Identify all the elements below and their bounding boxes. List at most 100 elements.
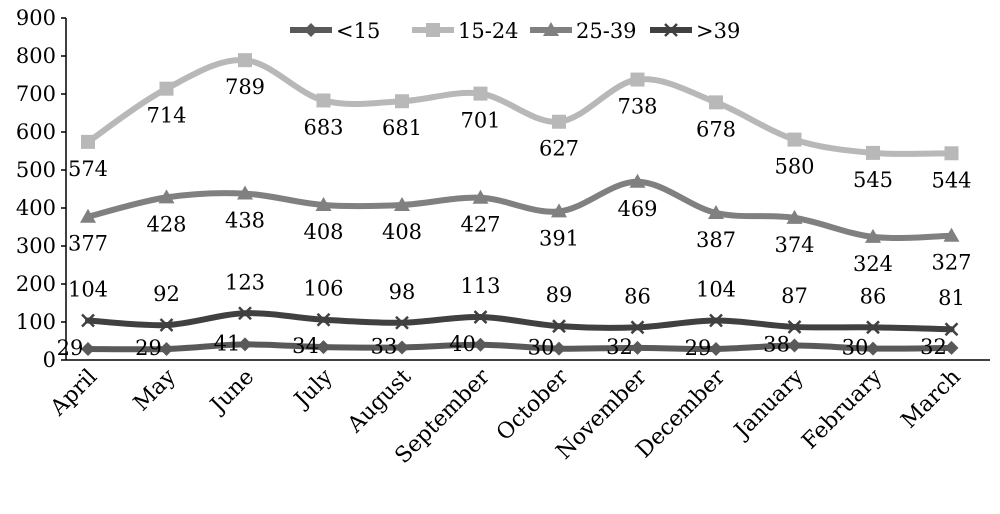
data-label-gt39: 104	[696, 277, 736, 301]
data-label-lt15: 33	[371, 334, 398, 358]
data-point-15-24	[630, 72, 645, 87]
data-point-gt39	[159, 318, 174, 332]
x-tick-label: October	[492, 364, 574, 446]
data-point-25-39	[80, 208, 96, 223]
x-tick-label: July	[289, 364, 339, 414]
x-tick-label: August	[342, 364, 416, 438]
y-tick-label: 200	[16, 272, 56, 296]
x-tick-label: February	[797, 364, 887, 454]
data-point-lt15	[630, 340, 645, 355]
data-point-gt39	[395, 315, 409, 330]
data-point-25-39	[551, 203, 567, 218]
data-label-25-39: 469	[617, 197, 657, 221]
data-label-lt15: 29	[685, 336, 712, 360]
data-label-lt15: 29	[57, 336, 84, 360]
data-label-lt15: 34	[292, 334, 319, 358]
data-label-gt39: 86	[860, 284, 887, 308]
y-tick-label: 300	[16, 234, 56, 258]
data-point-lt15	[787, 338, 802, 353]
y-tick-labels: 0 100 200 300 400 500 600 700 800 900	[16, 6, 66, 372]
x-tick-labels: April May June July AugustSeptemberOctoberNo…	[45, 364, 965, 469]
data-point-15-24	[238, 53, 252, 68]
legend: <15 15-24 25-39 >39	[290, 19, 740, 43]
data-label-25-39: 408	[382, 220, 422, 244]
data-label-25-39: 387	[696, 228, 736, 252]
series-line-25-39	[85, 178, 955, 241]
data-label-gt39: 113	[460, 274, 500, 298]
y-tick-label: 900	[16, 6, 56, 30]
data-label-gt39: 106	[303, 277, 343, 301]
legend-label-lt15: <15	[336, 19, 380, 43]
data-label-15-24: 681	[382, 116, 422, 140]
data-point-gt39	[866, 320, 880, 335]
data-point-lt15	[395, 340, 409, 355]
legend-marker-25-39	[543, 22, 559, 36]
y-tick-label: 100	[16, 310, 56, 334]
y-tick-label: 700	[16, 82, 56, 106]
x-tick-label: May	[129, 364, 181, 416]
x-tick-label: June	[205, 365, 260, 420]
y-tick-label: 400	[16, 196, 56, 220]
data-point-15-24	[473, 86, 488, 101]
series-layer	[80, 53, 960, 356]
data-point-15-24	[787, 132, 802, 147]
data-label-15-24: 580	[774, 155, 814, 179]
data-point-25-39	[865, 228, 881, 243]
data-point-lt15	[473, 337, 488, 352]
data-label-25-39: 377	[68, 232, 108, 256]
data-point-25-39	[708, 204, 724, 219]
data-point-gt39	[787, 320, 802, 334]
data-label-lt15: 32	[606, 335, 633, 359]
y-tick-label: 500	[16, 158, 56, 182]
data-label-gt39: 104	[68, 277, 108, 301]
data-label-lt15: 40	[449, 332, 476, 356]
data-point-15-24	[81, 134, 95, 149]
data-point-25-39	[315, 196, 332, 211]
data-label-15-24: 574	[68, 157, 108, 181]
data-label-lt15: 29	[135, 336, 162, 360]
data-point-gt39	[316, 312, 331, 327]
data-point-gt39	[238, 306, 252, 321]
data-point-15-24	[159, 81, 174, 96]
data-label-gt39: 86	[624, 284, 651, 308]
legend-label-15-24: 15-24	[458, 19, 519, 43]
data-point-lt15	[552, 341, 566, 356]
data-label-25-39: 391	[539, 226, 579, 250]
axes	[65, 18, 990, 361]
data-point-25-39	[158, 189, 175, 204]
data-label-lt15: 32	[920, 335, 947, 359]
data-point-lt15	[944, 340, 959, 355]
y-tick-label: 600	[16, 120, 56, 144]
data-label-15-24: 545	[853, 168, 893, 192]
data-labels: 29 29 41 34 33 40 30 32 29 38 30 32 574 714 789 683 681 7…	[57, 75, 972, 360]
data-label-15-24: 544	[931, 168, 971, 192]
data-label-lt15: 41	[214, 331, 241, 355]
data-label-15-24: 701	[460, 109, 500, 133]
data-label-25-39: 428	[146, 212, 186, 236]
x-tick-label: March	[897, 365, 966, 434]
y-tick-label: 0	[43, 348, 56, 372]
legend-marker-gt39	[664, 23, 678, 37]
data-point-gt39	[709, 313, 723, 328]
data-label-gt39: 123	[225, 270, 265, 294]
data-label-25-39: 427	[460, 213, 500, 237]
data-point-15-24	[395, 94, 409, 109]
data-label-15-24: 683	[303, 115, 343, 139]
legend-label-25-39: 25-39	[576, 19, 637, 43]
data-label-lt15: 38	[763, 333, 790, 357]
data-point-25-39	[237, 185, 253, 200]
data-label-25-39: 327	[931, 251, 971, 275]
data-label-gt39: 98	[389, 280, 416, 304]
data-point-lt15	[316, 340, 331, 355]
legend-marker-15-24	[426, 23, 440, 37]
data-label-lt15: 30	[842, 336, 869, 360]
data-label-15-24: 627	[539, 137, 579, 161]
y-tick-label: 800	[16, 44, 56, 68]
data-point-lt15	[159, 341, 174, 356]
data-point-25-39	[629, 173, 646, 188]
legend-label-gt39: >39	[696, 19, 740, 43]
data-point-25-39	[472, 189, 489, 204]
data-label-15-24: 678	[696, 117, 736, 141]
data-point-lt15	[866, 341, 880, 356]
